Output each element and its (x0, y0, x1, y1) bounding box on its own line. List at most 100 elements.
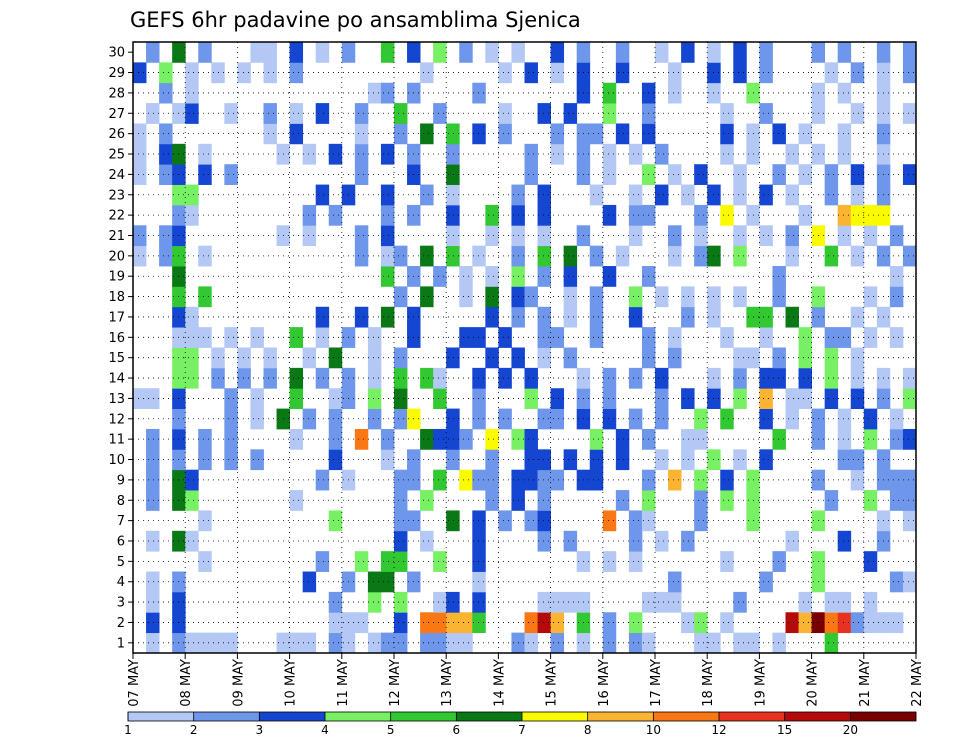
heatmap-cell (446, 245, 460, 267)
heatmap-cell (472, 327, 486, 348)
heatmap-cell (394, 510, 408, 532)
heatmap-cell (537, 347, 551, 369)
heatmap-cell (224, 103, 238, 124)
heatmap-cell (367, 327, 382, 348)
heatmap-cell (133, 388, 147, 409)
y-tick-label: 30 (108, 46, 125, 61)
heatmap-cell (837, 123, 852, 145)
heatmap-cell (237, 347, 251, 369)
heatmap-cell (576, 42, 591, 63)
y-tick-label: 6 (117, 534, 125, 549)
x-tick-label: 10 MAY (284, 659, 299, 707)
heatmap-cell (159, 82, 173, 104)
heatmap-cell (250, 327, 264, 348)
x-tick-label: 22 MAY (910, 659, 925, 707)
heatmap-cell (668, 327, 682, 348)
heatmap-cell (446, 164, 460, 185)
heatmap-cell (198, 449, 212, 471)
heatmap-cell (433, 612, 447, 634)
heatmap-cell (367, 571, 382, 593)
heatmap-cell (446, 428, 460, 450)
heatmap-cell (146, 571, 160, 593)
heatmap-cell (850, 449, 865, 471)
heatmap-cell (628, 612, 643, 634)
y-tick-label: 7 (117, 514, 125, 529)
heatmap-cell (785, 388, 799, 409)
heatmap-cell (759, 449, 773, 471)
heatmap-cell (902, 245, 917, 267)
heatmap-cell (537, 245, 551, 267)
heatmap-cell (289, 367, 304, 389)
heatmap-cell (485, 42, 499, 63)
heatmap-cell (550, 62, 565, 84)
color-legend: 1 2 3 4 5 6 7 8 10 12 15 20 (124, 711, 917, 737)
heatmap-cell (902, 164, 917, 185)
heatmap-cell (655, 591, 669, 613)
heatmap-cell (380, 551, 395, 572)
heatmap-cell (733, 184, 747, 206)
heatmap-cell (589, 469, 604, 491)
heatmap-cell (837, 327, 852, 348)
heatmap-cell (563, 266, 578, 287)
legend-swatch (456, 712, 523, 721)
heatmap-cell (328, 591, 343, 613)
heatmap-cell (785, 143, 799, 165)
heatmap-cell (459, 327, 473, 348)
heatmap-cell (550, 42, 565, 63)
heatmap-cell (720, 327, 734, 348)
heatmap-cell (863, 286, 878, 308)
heatmap-cell (198, 286, 212, 308)
y-tick-label: 28 (108, 86, 125, 101)
heatmap-cell (798, 164, 812, 185)
heatmap-cell (354, 164, 369, 185)
heatmap-cell (407, 42, 421, 63)
heatmap-cell (524, 367, 538, 389)
y-tick-label: 21 (108, 229, 125, 244)
heatmap-cell (550, 408, 565, 430)
heatmap-cell (902, 42, 917, 63)
heatmap-cell (550, 469, 565, 491)
heatmap-cell (889, 286, 904, 308)
heatmap-cell (602, 367, 617, 389)
heatmap-cell (589, 286, 604, 308)
heatmap-cell (380, 143, 395, 165)
heatmap-cell (133, 123, 147, 145)
heatmap-cell (302, 632, 317, 654)
heatmap-cell (589, 184, 604, 206)
heatmap-cell (485, 347, 499, 369)
heatmap-cell (537, 204, 551, 226)
x-tick-label: 13 MAY (440, 659, 455, 707)
heatmap-cell (289, 428, 304, 450)
legend-label: 6 (453, 723, 461, 737)
heatmap-cell (720, 469, 734, 491)
heatmap-cell (563, 306, 578, 328)
heatmap-cell (485, 204, 499, 226)
heatmap-cell (198, 551, 212, 572)
heatmap-cell (537, 225, 551, 247)
heatmap-cell (250, 388, 264, 409)
x-tick-label: 09 MAY (231, 659, 246, 707)
heatmap-cell (367, 408, 382, 430)
heatmap-cell (198, 428, 212, 450)
heatmap-cell (628, 143, 643, 165)
heatmap-cell (472, 612, 486, 634)
heatmap-cell (589, 123, 604, 145)
heatmap-cell (889, 266, 904, 287)
heatmap-cell (185, 82, 199, 104)
heatmap-cell (798, 612, 812, 634)
heatmap-cell (354, 245, 369, 267)
heatmap-cell (694, 490, 708, 511)
heatmap-cell (824, 327, 839, 348)
heatmap-cell (446, 612, 460, 634)
heatmap-cell (420, 367, 434, 389)
legend-swatch (325, 712, 391, 721)
heatmap-cell (394, 408, 408, 430)
heatmap-cell (380, 245, 395, 267)
heatmap-cell (694, 632, 708, 654)
heatmap-cell (655, 42, 669, 63)
heatmap-cell (315, 103, 330, 124)
heatmap-cell (394, 530, 408, 552)
heatmap-cell (824, 612, 839, 634)
heatmap-cell (550, 591, 565, 613)
heatmap-cell (420, 632, 434, 654)
